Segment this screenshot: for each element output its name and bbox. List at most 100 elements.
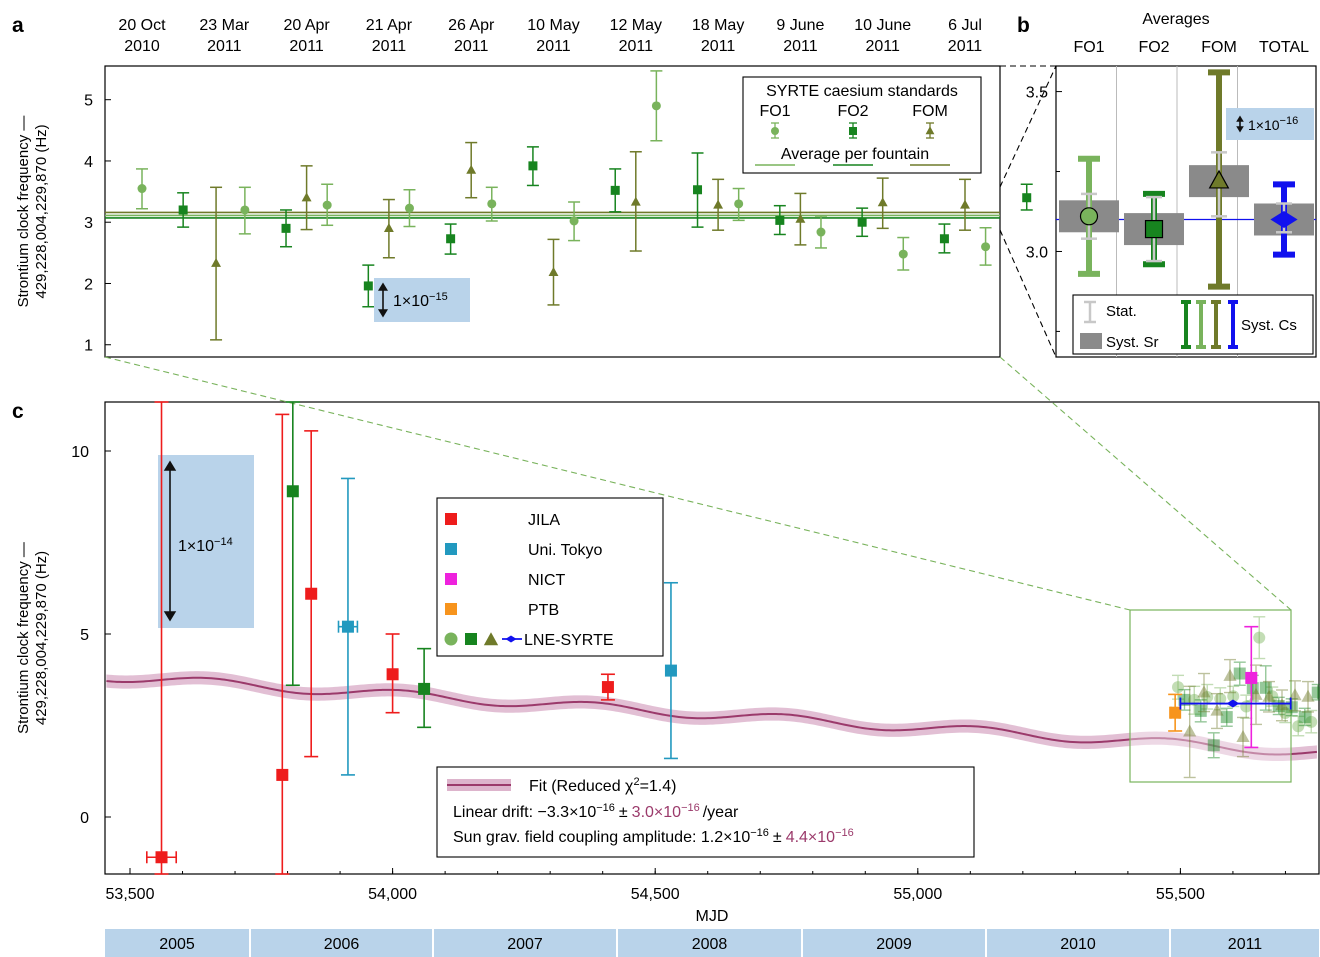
panel-c-sun-text: Sun grav. field coupling amplitude: 1.2×…	[453, 827, 854, 846]
a-to-b-connector-lower	[999, 229, 1057, 358]
panel-a-FO1-point-1	[240, 205, 250, 215]
panel-c-JILA-point-3	[386, 668, 399, 681]
panel-c-legend-marker-0	[445, 513, 457, 525]
panel-c-fountain-errorbar-FO1-2	[1201, 683, 1214, 710]
panel-c-drift-text: Linear drift: −3.3×10−16 ±3.0×10−16/year	[453, 802, 739, 821]
panel-c-drift-exp: −16	[596, 802, 615, 814]
panel-a-FO2-point-6	[693, 185, 703, 195]
a-to-c-connector-left	[104, 356, 1131, 611]
panel-c-fountain-errorbar-FO2-7	[1272, 696, 1285, 716]
panel-c-fountain-point-FO2-10	[1311, 686, 1320, 699]
panel-c-fit-label-end: =1.4)	[640, 778, 677, 795]
panel-c-JILA-point-0	[155, 851, 168, 864]
panel-c-fountain-point-FOM-5	[1249, 687, 1263, 700]
panel-c-fountain-point-FO1-3	[1214, 692, 1227, 705]
panel-c-fountain-errorbar-FO2-8	[1285, 698, 1298, 717]
panel-a-FO2-point-8	[857, 217, 867, 227]
panel-c-fountain-point-FO2-3	[1220, 711, 1233, 724]
panel-b-category-3: TOTAL	[1259, 39, 1309, 56]
panel-c-fountain-point-FOM-9	[1301, 689, 1315, 702]
panel-b-point-TOTAL	[1270, 210, 1298, 228]
panel-c-fountain-errorbar-FOM-7	[1276, 689, 1288, 722]
panel-c-JILA-point-1	[276, 768, 289, 781]
panel-label-a: a	[12, 14, 24, 37]
panel-c-fountain-errorbar-FO2-2	[1207, 732, 1220, 759]
panel-a-FO1-point-9	[898, 249, 908, 259]
panel-c-xtick-label-1: 54,000	[368, 886, 417, 903]
panel-c-fountain-errorbar-FO2-10	[1311, 683, 1320, 701]
panel-c-legend-lne-square	[465, 633, 477, 645]
panel-b-category-1: FO2	[1138, 39, 1169, 56]
panel-b-scale-arrow-head-up	[1236, 115, 1244, 122]
date-label-year-2: 2011	[289, 38, 324, 55]
panel-c-Uni. Tokyo-point-0	[341, 620, 354, 633]
panel-c-fountain-errorbar-FOM-9	[1302, 680, 1314, 713]
year-band-2009	[803, 929, 985, 957]
panel-c-sun-exp: −16	[750, 827, 769, 839]
panel-c-JILA-point-4	[601, 681, 614, 694]
panel-c-xtick-label-3: 55,000	[893, 886, 942, 903]
panel-c-fountain-point-FOM-8	[1288, 688, 1302, 701]
panel-c-fountain-point-FOM-0	[1183, 724, 1197, 737]
panel-a-legend-marker-1	[849, 127, 857, 135]
panel-c-fountain-errorbar-FO1-1	[1188, 685, 1201, 715]
panel-a-legend-entry-0: FO1	[759, 103, 790, 120]
panel-c-ylabel-1: 429,228,004,229,870 (Hz)	[33, 551, 50, 725]
panel-c-fountain-point-FO1-2	[1201, 690, 1214, 703]
panel-a-FO1-point-5	[569, 216, 579, 226]
panel-a-ytick-label-2: 3	[84, 215, 93, 232]
panel-c-fountain-errorbar-FOM-6	[1263, 680, 1275, 713]
year-band-2005	[105, 929, 249, 957]
date-label-day-2: 20 Apr	[283, 17, 330, 34]
year-band-2008	[618, 929, 801, 957]
date-label-year-3: 2011	[372, 38, 407, 55]
panel-c-fountain-point-FO1-5	[1240, 700, 1253, 713]
panel-a-FO2-point-4	[528, 161, 538, 171]
date-label-year-8: 2011	[783, 38, 818, 55]
panel-a-FOM-point-8	[877, 197, 888, 207]
panel-b-legend-box	[1072, 294, 1314, 355]
panel-c-LNE-SYRTE-errorbar-0	[285, 401, 300, 687]
year-label-2007: 2007	[507, 936, 543, 953]
date-label-day-5: 10 May	[527, 17, 579, 34]
year-band-2007	[434, 929, 616, 957]
panel-c-fit-label-sup: 2	[633, 776, 639, 788]
panel-b-legend-syst-sr: Syst. Sr	[1106, 334, 1159, 351]
date-label-day-10: 6 Jul	[948, 17, 982, 34]
panel-c-fountain-errorbar-FOM-3	[1224, 658, 1236, 694]
panel-c-drift-pm: ±	[619, 804, 628, 821]
panel-c-xlabel: MJD	[696, 908, 729, 925]
panel-c-fountain-point-FO2-4	[1233, 667, 1246, 680]
panel-a-FO1-point-2	[322, 200, 332, 210]
panel-a-FO1-point-10	[981, 242, 991, 252]
panel-b-category-2: FOM	[1201, 39, 1237, 56]
panel-a-legend-entry-1: FO2	[837, 103, 868, 120]
panel-a-legend-marker-2	[925, 126, 935, 135]
year-label-2008: 2008	[692, 936, 728, 953]
panel-b-point-FO1	[1079, 207, 1099, 226]
panel-b-legend-cs-bar-0	[1181, 300, 1191, 349]
panel-c-scale-arrow-head-down	[163, 611, 177, 622]
date-label-day-8: 9 June	[776, 17, 824, 34]
panel-b-scale-arrow	[1236, 115, 1244, 133]
panel-c-fountain-errorbar-FO1-6	[1253, 616, 1266, 660]
panel-c-legend-entry-0: JILA	[528, 512, 560, 529]
panel-a-legend-entry-2: FOM	[912, 103, 948, 120]
panel-b-legend-cs-bar-3	[1228, 300, 1238, 349]
panel-c-JILA-errorbar-1	[275, 413, 290, 875]
date-label-year-0: 2010	[124, 38, 160, 55]
panel-c-JILA-errorbar-0	[154, 401, 169, 875]
date-label-year-6: 2011	[619, 38, 654, 55]
panel-c-sun-pm: ±	[773, 829, 782, 846]
panel-a-ytick-label-0: 1	[84, 338, 93, 355]
a-to-c-connector-right	[999, 356, 1292, 611]
panel-a-legend-box	[742, 76, 982, 174]
year-band-2010	[987, 929, 1169, 957]
panel-b-title: Averages	[1142, 11, 1209, 28]
panel-c-fountain-errorbar-FO1-9	[1292, 715, 1305, 737]
panel-c-legend-box	[436, 497, 664, 657]
panel-a-FO2-point-3	[446, 234, 456, 244]
panel-a-ytick-label-4: 5	[84, 93, 93, 110]
panel-c-fountain-errorbar-FO2-9	[1298, 707, 1311, 727]
panel-c-drift-err: 3.0×10	[632, 804, 681, 821]
